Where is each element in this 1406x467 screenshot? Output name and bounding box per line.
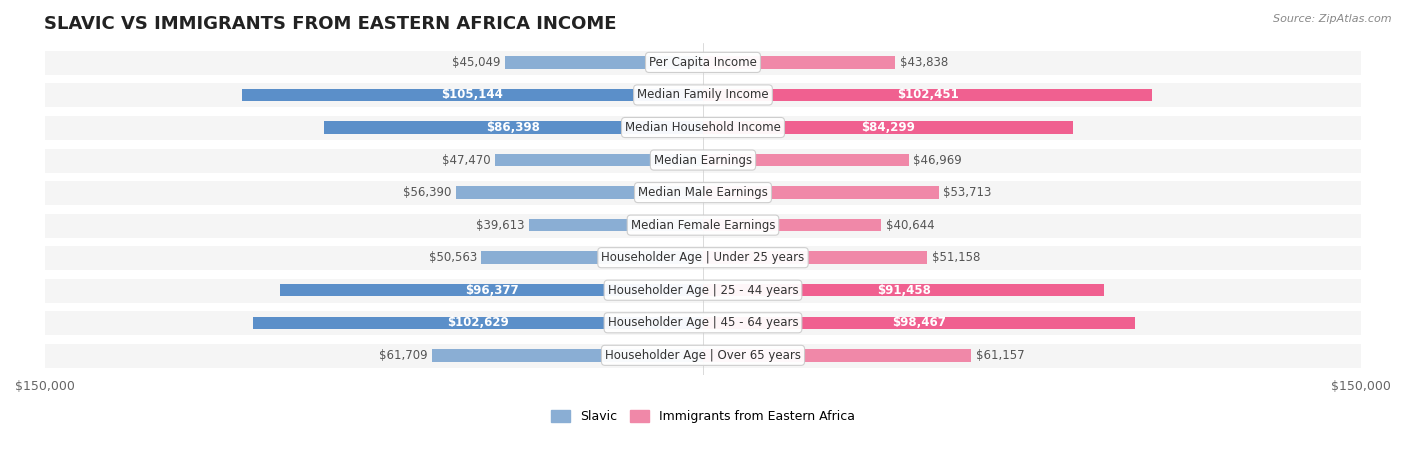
Text: SLAVIC VS IMMIGRANTS FROM EASTERN AFRICA INCOME: SLAVIC VS IMMIGRANTS FROM EASTERN AFRICA… xyxy=(44,15,616,33)
Text: Median Female Earnings: Median Female Earnings xyxy=(631,219,775,232)
Bar xyxy=(481,252,703,264)
Bar xyxy=(703,89,1153,101)
Bar xyxy=(45,212,1361,238)
Bar xyxy=(45,83,1361,107)
Text: $43,838: $43,838 xyxy=(900,56,948,69)
Text: Householder Age | 25 - 44 years: Householder Age | 25 - 44 years xyxy=(607,284,799,297)
Text: $61,157: $61,157 xyxy=(976,349,1025,362)
Bar xyxy=(703,56,896,69)
Text: Source: ZipAtlas.com: Source: ZipAtlas.com xyxy=(1274,14,1392,24)
Bar xyxy=(505,56,703,69)
Bar xyxy=(703,154,910,166)
Text: $102,629: $102,629 xyxy=(447,316,509,329)
Bar xyxy=(45,115,1361,140)
Bar xyxy=(45,245,1361,270)
Text: Householder Age | 45 - 64 years: Householder Age | 45 - 64 years xyxy=(607,316,799,329)
Text: Median Family Income: Median Family Income xyxy=(637,88,769,101)
Text: $86,398: $86,398 xyxy=(486,121,540,134)
Text: $102,451: $102,451 xyxy=(897,88,959,101)
Text: $96,377: $96,377 xyxy=(465,284,519,297)
Bar xyxy=(45,278,1361,303)
Text: $84,299: $84,299 xyxy=(860,121,915,134)
Text: Median Earnings: Median Earnings xyxy=(654,154,752,167)
Text: $46,969: $46,969 xyxy=(914,154,962,167)
Text: $39,613: $39,613 xyxy=(477,219,524,232)
Bar xyxy=(253,317,703,329)
Bar xyxy=(703,121,1073,134)
Bar xyxy=(45,310,1361,335)
Bar xyxy=(703,284,1104,297)
Text: Per Capita Income: Per Capita Income xyxy=(650,56,756,69)
Text: $47,470: $47,470 xyxy=(441,154,491,167)
Bar xyxy=(432,349,703,361)
Text: $98,467: $98,467 xyxy=(891,316,946,329)
Bar xyxy=(703,219,882,231)
Bar xyxy=(45,50,1361,75)
Text: Median Male Earnings: Median Male Earnings xyxy=(638,186,768,199)
Bar xyxy=(529,219,703,231)
Text: $56,390: $56,390 xyxy=(404,186,451,199)
Bar xyxy=(280,284,703,297)
Text: $45,049: $45,049 xyxy=(453,56,501,69)
Bar xyxy=(323,121,703,134)
Text: $105,144: $105,144 xyxy=(441,88,503,101)
Bar xyxy=(703,349,972,361)
Bar xyxy=(45,148,1361,173)
Bar xyxy=(45,343,1361,368)
Bar xyxy=(242,89,703,101)
Text: $50,563: $50,563 xyxy=(429,251,477,264)
Bar xyxy=(703,252,928,264)
Text: Median Household Income: Median Household Income xyxy=(626,121,780,134)
Legend: Slavic, Immigrants from Eastern Africa: Slavic, Immigrants from Eastern Africa xyxy=(547,405,859,428)
Bar xyxy=(456,186,703,199)
Bar xyxy=(703,317,1135,329)
Text: $91,458: $91,458 xyxy=(877,284,931,297)
Bar xyxy=(703,186,939,199)
Text: Householder Age | Under 25 years: Householder Age | Under 25 years xyxy=(602,251,804,264)
Text: $61,709: $61,709 xyxy=(380,349,427,362)
Bar xyxy=(495,154,703,166)
Text: $53,713: $53,713 xyxy=(943,186,991,199)
Text: Householder Age | Over 65 years: Householder Age | Over 65 years xyxy=(605,349,801,362)
Text: $51,158: $51,158 xyxy=(932,251,980,264)
Bar xyxy=(45,180,1361,205)
Text: $40,644: $40,644 xyxy=(886,219,935,232)
